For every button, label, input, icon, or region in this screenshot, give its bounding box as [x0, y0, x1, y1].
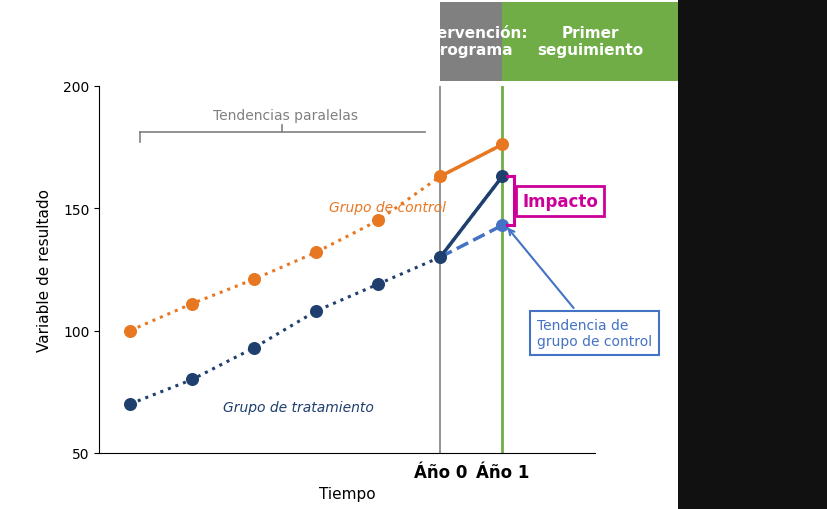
Point — [371, 280, 385, 289]
Point — [371, 217, 385, 225]
Point — [309, 307, 323, 316]
Point — [185, 300, 198, 308]
Text: Tendencia de
grupo de control: Tendencia de grupo de control — [509, 230, 652, 348]
Text: Tendencias paralelas: Tendencias paralelas — [213, 109, 358, 123]
Point — [495, 141, 509, 149]
Point — [433, 173, 447, 181]
Point — [124, 400, 137, 408]
Point — [185, 376, 198, 384]
Point — [309, 248, 323, 257]
Text: Grupo de control: Grupo de control — [328, 200, 446, 214]
Text: Intervención:
programa: Intervención: programa — [414, 26, 528, 58]
Y-axis label: Variable de resultado: Variable de resultado — [37, 188, 52, 351]
Text: Grupo de tratamiento: Grupo de tratamiento — [223, 401, 374, 414]
Point — [247, 275, 261, 284]
X-axis label: Tiempo: Tiempo — [319, 486, 375, 501]
Point — [433, 253, 447, 262]
Point — [495, 222, 509, 230]
Text: Impacto: Impacto — [523, 192, 598, 210]
Text: Primer
seguimiento: Primer seguimiento — [538, 26, 643, 58]
Point — [495, 173, 509, 181]
Point — [124, 327, 137, 335]
Point — [247, 344, 261, 352]
